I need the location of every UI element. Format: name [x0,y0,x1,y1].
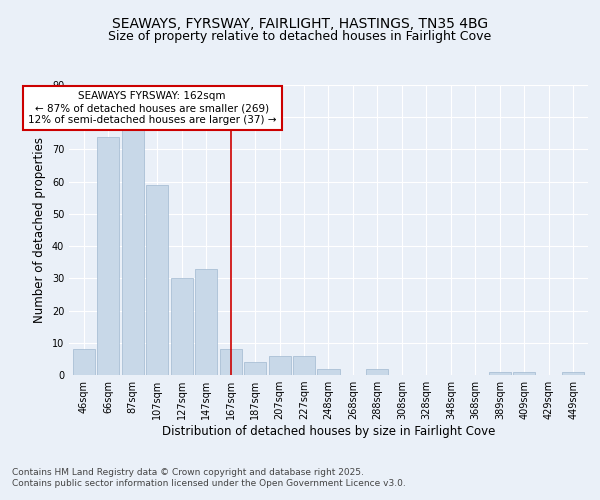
Text: SEAWAYS, FYRSWAY, FAIRLIGHT, HASTINGS, TN35 4BG: SEAWAYS, FYRSWAY, FAIRLIGHT, HASTINGS, T… [112,18,488,32]
Text: Contains HM Land Registry data © Crown copyright and database right 2025.
Contai: Contains HM Land Registry data © Crown c… [12,468,406,487]
Bar [220,349,242,375]
Bar [489,372,511,375]
Bar [562,372,584,375]
Text: SEAWAYS FYRSWAY: 162sqm
← 87% of detached houses are smaller (269)
12% of semi-d: SEAWAYS FYRSWAY: 162sqm ← 87% of detache… [28,92,277,124]
Bar [195,268,217,375]
Bar [293,356,315,375]
Bar [97,136,119,375]
Bar [367,368,388,375]
Text: Size of property relative to detached houses in Fairlight Cove: Size of property relative to detached ho… [109,30,491,43]
Bar [73,349,95,375]
Y-axis label: Number of detached properties: Number of detached properties [33,137,46,323]
Bar [317,368,340,375]
Bar [244,362,266,375]
Bar [122,130,143,375]
Bar [269,356,290,375]
Bar [170,278,193,375]
X-axis label: Distribution of detached houses by size in Fairlight Cove: Distribution of detached houses by size … [162,425,495,438]
Bar [514,372,535,375]
Bar [146,185,168,375]
